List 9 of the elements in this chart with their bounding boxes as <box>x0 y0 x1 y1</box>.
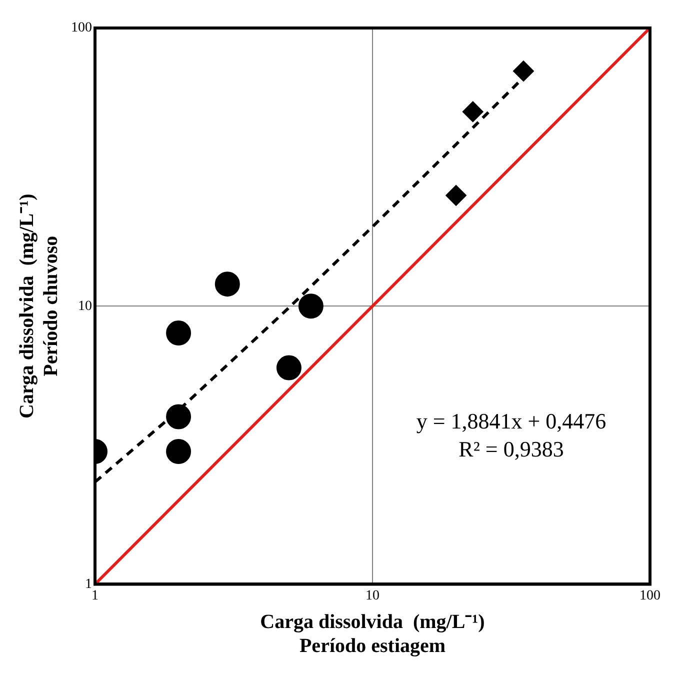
x-tick-label: 100 <box>640 588 660 604</box>
y-tick-label: 1 <box>85 576 92 592</box>
y-tick-label: 100 <box>71 20 92 36</box>
annotation: y = 1,8841x + 0,4476 <box>416 408 606 434</box>
y-tick-label: 10 <box>78 298 92 314</box>
y-axis-title: Carga dissolvida (mg/L⁻¹) Período chuvoso <box>16 194 62 418</box>
annotation: R² = 0,9383 <box>458 436 564 462</box>
x-axis-title: Carga dissolvida (mg/L⁻¹) Período estiagem <box>260 611 485 658</box>
x-tick-label: 10 <box>366 588 380 604</box>
